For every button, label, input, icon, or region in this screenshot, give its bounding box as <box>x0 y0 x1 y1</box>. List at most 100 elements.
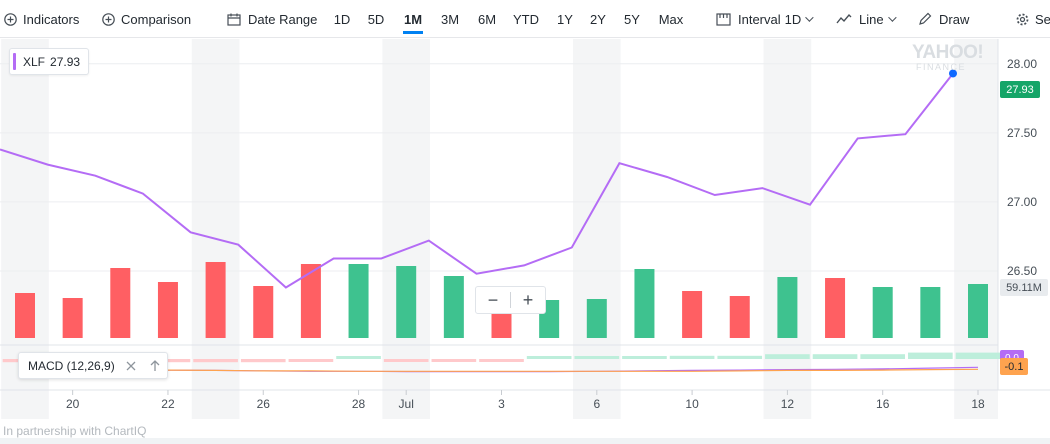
volume-bar <box>253 286 274 338</box>
line-chart-icon <box>836 13 852 25</box>
macd-histogram-bar <box>908 352 953 359</box>
volume-bar <box>157 282 178 338</box>
indicators-button[interactable]: Indicators <box>4 0 79 38</box>
settings-label: Se <box>1035 11 1050 27</box>
comparison-label: Comparison <box>121 11 192 27</box>
macd-histogram-bar <box>574 356 620 359</box>
chart-toolbar: Indicators Comparison Date Range 1D 5D 1… <box>0 0 1050 38</box>
arrow-up-icon[interactable] <box>147 353 163 378</box>
series-legend[interactable]: XLF 27.93 <box>9 48 90 75</box>
x-tick-label: 22 <box>161 397 175 411</box>
macd-histogram-bar <box>479 359 524 362</box>
range-3m[interactable]: 3M <box>440 11 460 27</box>
volume-bar <box>586 299 607 338</box>
macd-histogram-bar <box>717 355 763 359</box>
price-series-line <box>0 72 954 289</box>
macd-histogram-bar <box>383 359 429 362</box>
volume-bar <box>920 287 941 338</box>
volume-bar <box>205 262 226 338</box>
macd-histogram-bar <box>765 354 810 359</box>
range-6m[interactable]: 6M <box>477 11 497 27</box>
close-icon[interactable] <box>123 353 139 378</box>
volume-bar <box>300 264 321 338</box>
macd-histogram-bar <box>860 354 906 359</box>
x-tick-label: 20 <box>66 397 80 411</box>
volume-bar <box>825 278 846 338</box>
macd-histogram-bar <box>193 359 238 363</box>
y-tick-label: 28.00 <box>1007 57 1037 71</box>
range-1y[interactable]: 1Y <box>557 11 573 27</box>
range-2y[interactable]: 2Y <box>590 11 606 27</box>
x-tick-label: 12 <box>781 397 795 411</box>
date-range-button[interactable]: Date Range <box>227 0 317 38</box>
chevron-down-icon <box>805 13 814 22</box>
macd-tag-bottom: -0.1 <box>1000 358 1028 375</box>
chevron-down-icon <box>887 13 897 22</box>
y-tick-label: 26.50 <box>1007 264 1037 278</box>
price-chart[interactable]: 28.00 27.50 27.00 26.50 20 22 26 28 Jul 3 6 10 12 16… <box>0 38 1050 438</box>
volume-bar <box>62 298 83 338</box>
macd-histogram-bar <box>526 356 572 359</box>
draw-label: Draw <box>939 11 970 27</box>
volume-tag: 59.11M <box>1000 279 1048 296</box>
x-tick-label: 3 <box>498 397 505 411</box>
macd-signal-line <box>24 368 979 372</box>
x-tick-label: 10 <box>685 397 699 411</box>
comparison-button[interactable]: Comparison <box>102 0 191 38</box>
draw-button[interactable]: Draw <box>918 0 969 38</box>
volume-bar <box>872 287 893 338</box>
grid-lines <box>0 39 1050 391</box>
x-tick-label: 6 <box>593 397 600 411</box>
x-tick-label: Jul <box>399 397 414 411</box>
calendar-icon <box>227 13 241 26</box>
legend-value: 27.93 <box>50 54 81 69</box>
x-tick-label: 16 <box>876 397 890 411</box>
volume-bar <box>968 284 988 338</box>
price-tag: 27.93 <box>1000 81 1040 98</box>
y-tick-label: 27.50 <box>1007 126 1037 140</box>
settings-button[interactable]: Se <box>1016 0 1050 38</box>
pencil-icon <box>918 12 932 26</box>
zoom-out-button[interactable]: − <box>487 289 499 310</box>
macd-histogram-bar <box>955 352 1001 359</box>
zoom-in-button[interactable]: + <box>522 289 534 310</box>
range-1d[interactable]: 1D <box>333 11 351 27</box>
price-line <box>0 69 957 289</box>
volume-bar <box>15 293 35 338</box>
range-1m[interactable]: 1M <box>400 0 426 38</box>
volume-bars <box>15 262 988 338</box>
range-max[interactable]: Max <box>658 11 684 27</box>
volume-bar <box>729 296 750 338</box>
volume-bar <box>110 268 131 338</box>
date-range-label: Date Range <box>248 11 318 27</box>
range-ytd[interactable]: YTD <box>513 11 539 27</box>
x-axis: 20 22 26 28 Jul 3 6 10 12 16 18 <box>66 390 985 411</box>
plus-circle-icon <box>102 12 115 26</box>
volume-bar <box>348 264 369 338</box>
volume-bar <box>396 266 417 338</box>
interval-label: Interval <box>738 11 781 27</box>
legend-symbol: XLF <box>23 54 46 69</box>
interval-value: 1D <box>784 11 802 27</box>
macd-histogram-bar <box>288 359 334 362</box>
last-price-dot <box>949 69 957 78</box>
zoom-controls: − + <box>475 286 546 314</box>
interval-dropdown[interactable]: Interval 1D <box>716 0 814 38</box>
macd-study-label[interactable]: MACD (12,26,9) <box>18 352 168 379</box>
range-5d[interactable]: 5D <box>367 11 385 27</box>
watermark-subtext: FINANCE <box>916 62 967 72</box>
volume-bar <box>634 269 655 338</box>
range-5y[interactable]: 5Y <box>624 11 640 27</box>
macd-histogram-bar <box>812 354 858 359</box>
y-axis: 28.00 27.50 27.00 26.50 <box>1007 57 1037 278</box>
gear-icon <box>1016 13 1029 26</box>
date-band <box>572 39 621 419</box>
x-tick-label: 28 <box>352 397 366 411</box>
macd-histogram-bar <box>336 356 381 359</box>
bottom-scrollbar[interactable] <box>0 438 1050 444</box>
plus-circle-icon <box>4 12 17 26</box>
chart-style-dropdown[interactable]: Line <box>836 0 897 38</box>
macd-histogram-bar <box>669 355 715 359</box>
yahoo-finance-watermark: YAHOO! FINANCE <box>912 43 984 72</box>
indicators-label: Indicators <box>23 11 80 27</box>
